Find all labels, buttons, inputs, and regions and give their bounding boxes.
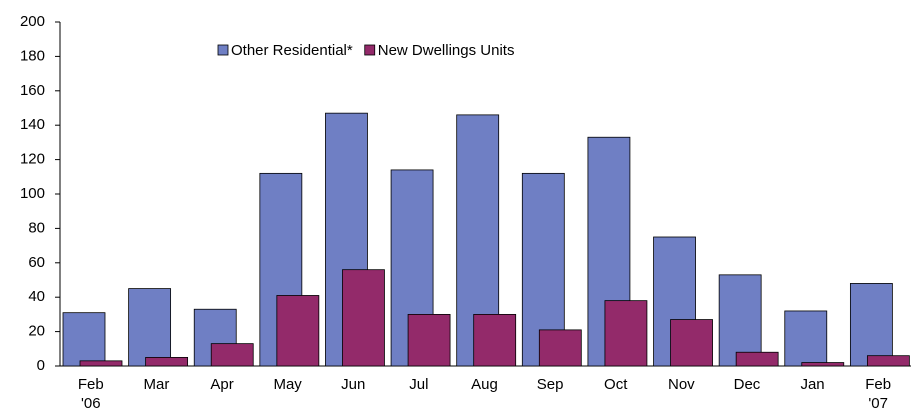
y-tick-label: 180 xyxy=(20,47,45,64)
y-tick-label: 100 xyxy=(20,185,45,202)
x-tick-label: May xyxy=(273,376,302,393)
bar xyxy=(210,343,254,367)
bar xyxy=(473,313,517,367)
bar xyxy=(128,288,172,367)
bar xyxy=(784,310,828,367)
x-tick-label: Jun xyxy=(341,376,365,393)
x-tick-label: Apr xyxy=(210,376,233,393)
x-tick-label: Feb '07 xyxy=(865,376,891,412)
bar xyxy=(79,360,123,367)
bar xyxy=(735,351,779,367)
x-tick-label: Mar xyxy=(144,376,170,393)
legend-swatch xyxy=(364,44,376,56)
y-tick-label: 60 xyxy=(28,254,45,271)
bar xyxy=(538,329,582,367)
y-tick-label: 0 xyxy=(37,357,45,374)
bar xyxy=(145,356,189,367)
x-tick-label: Aug xyxy=(471,376,498,393)
bar xyxy=(866,355,910,367)
bar xyxy=(718,274,762,367)
x-tick-label: Jul xyxy=(409,376,428,393)
x-tick-label-line: '06 xyxy=(81,395,101,412)
bar xyxy=(342,269,385,367)
x-tick-label: Nov xyxy=(668,376,695,393)
x-tick-label: Sep xyxy=(537,376,564,393)
bar xyxy=(604,300,648,367)
bar xyxy=(62,312,106,367)
y-tick-label: 160 xyxy=(20,82,45,99)
y-tick-label: 120 xyxy=(20,151,45,168)
legend-label: Other Residential* xyxy=(231,42,353,59)
x-tick-label: Oct xyxy=(604,376,628,393)
x-tick-label-line: Feb xyxy=(865,376,891,393)
legend-swatch xyxy=(217,44,229,56)
y-tick-label: 140 xyxy=(20,116,45,133)
y-tick-label: 200 xyxy=(20,13,45,30)
bar xyxy=(801,362,845,367)
y-tick-label: 80 xyxy=(28,219,45,236)
x-tick-label-line: Feb xyxy=(78,376,104,393)
x-tick-label: Jan xyxy=(800,376,824,393)
bar xyxy=(849,283,893,367)
bar xyxy=(670,319,713,367)
bar xyxy=(276,295,320,367)
y-tick-label: 40 xyxy=(28,288,45,305)
y-tick-label: 20 xyxy=(28,323,45,340)
x-tick-label: Feb '06 xyxy=(78,376,104,412)
x-tick-label: Dec xyxy=(734,376,761,393)
x-tick-label-line: '07 xyxy=(868,395,888,412)
legend-label: New Dwellings Units xyxy=(378,42,515,59)
bar xyxy=(407,313,451,367)
